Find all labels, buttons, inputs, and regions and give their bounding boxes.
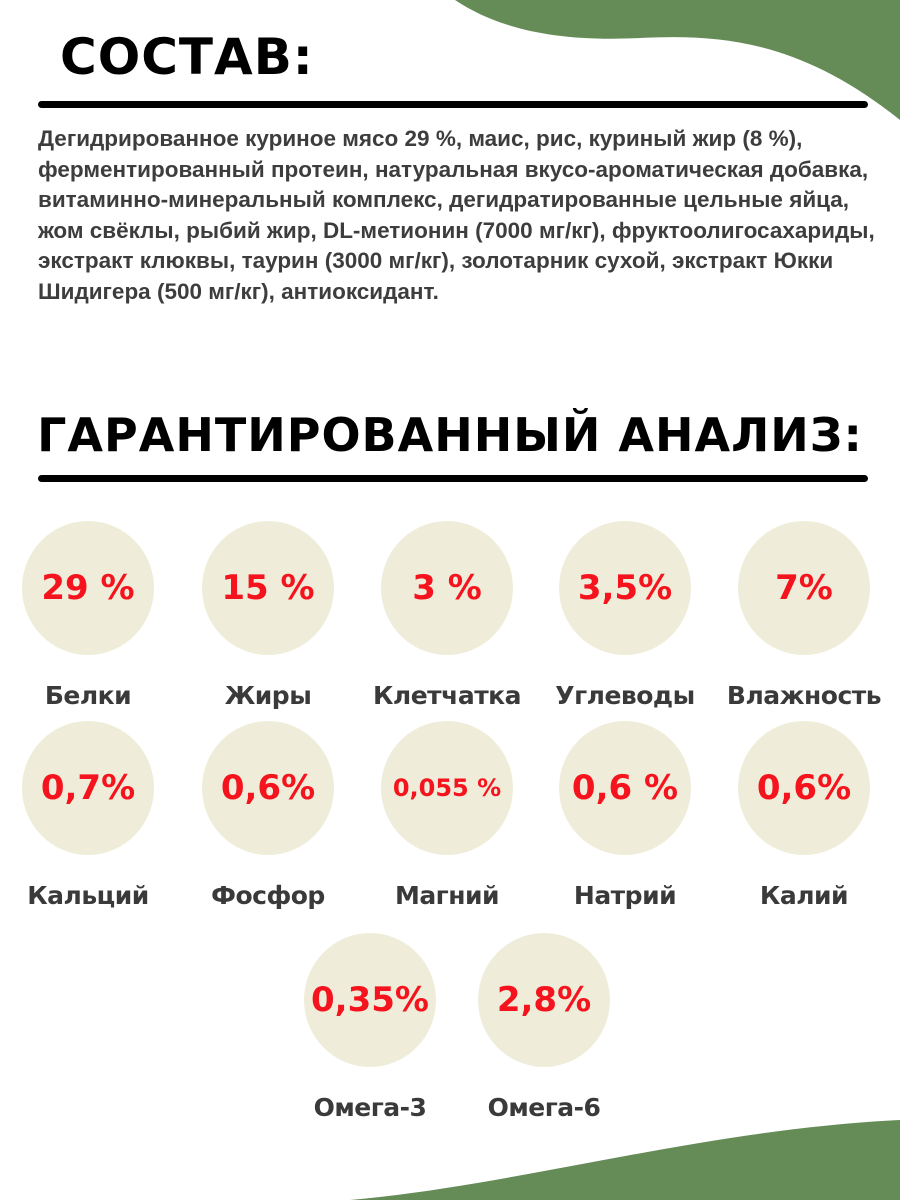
nutrient-value: 3,5% [559, 521, 691, 655]
top-right-wave [455, 0, 900, 120]
nutrient-value: 0,6% [202, 721, 334, 855]
bottom-right-wave [350, 1120, 900, 1200]
analysis-title: ГАРАНТИРОВАННЫЙ АНАЛИЗ: [37, 408, 863, 462]
nutrient-label: Калий [759, 881, 849, 910]
nutrient-item: 3,5% Углеводы [535, 521, 715, 710]
nutrient-label: Магний [394, 881, 500, 910]
nutrient-label: Белки [44, 681, 132, 710]
nutrient-value: 2,8% [478, 933, 610, 1067]
nutrient-item: 0,6% Калий [714, 721, 894, 910]
composition-title: СОСТАВ: [60, 28, 314, 86]
nutrient-value: 0,35% [304, 933, 436, 1067]
nutrient-label: Жиры [224, 681, 312, 710]
nutrient-item: 0,6% Фосфор [178, 721, 358, 910]
nutrient-value: 7% [738, 521, 870, 655]
nutrient-label: Натрий [573, 881, 677, 910]
nutrient-label: Влажность [726, 681, 882, 710]
composition-text: Дегидрированное куриное мясо 29 %, маис,… [38, 126, 875, 304]
nutrient-label: Кальций [27, 881, 149, 910]
nutrient-item: 15 % Жиры [178, 521, 358, 710]
nutrient-value: 0,6% [738, 721, 870, 855]
nutrient-value: 29 % [22, 521, 154, 655]
divider [38, 101, 868, 108]
nutrient-item: 3 % Клетчатка [357, 521, 537, 710]
divider [38, 475, 868, 482]
nutrient-item: 7% Влажность [714, 521, 894, 710]
nutrient-label: Углеводы [555, 681, 695, 710]
nutrient-item: 2,8% Омега-6 [454, 933, 634, 1122]
nutrient-item: 0,35% Омега-3 [280, 933, 460, 1122]
nutrient-value: 0,055 % [381, 721, 513, 855]
nutrient-value: 3 % [381, 521, 513, 655]
nutrient-label: Клетчатка [372, 681, 522, 710]
nutrient-value: 15 % [202, 521, 334, 655]
nutrient-item: 0,7% Кальций [0, 721, 178, 910]
nutrient-value: 0,7% [22, 721, 154, 855]
nutrient-value: 0,6 % [559, 721, 691, 855]
nutrient-label: Фосфор [211, 881, 325, 910]
nutrient-item: 29 % Белки [0, 521, 178, 710]
nutrient-item: 0,055 % Магний [357, 721, 537, 910]
nutrient-label: Омега-3 [313, 1093, 427, 1122]
nutrient-label: Омега-6 [487, 1093, 601, 1122]
nutrient-item: 0,6 % Натрий [535, 721, 715, 910]
